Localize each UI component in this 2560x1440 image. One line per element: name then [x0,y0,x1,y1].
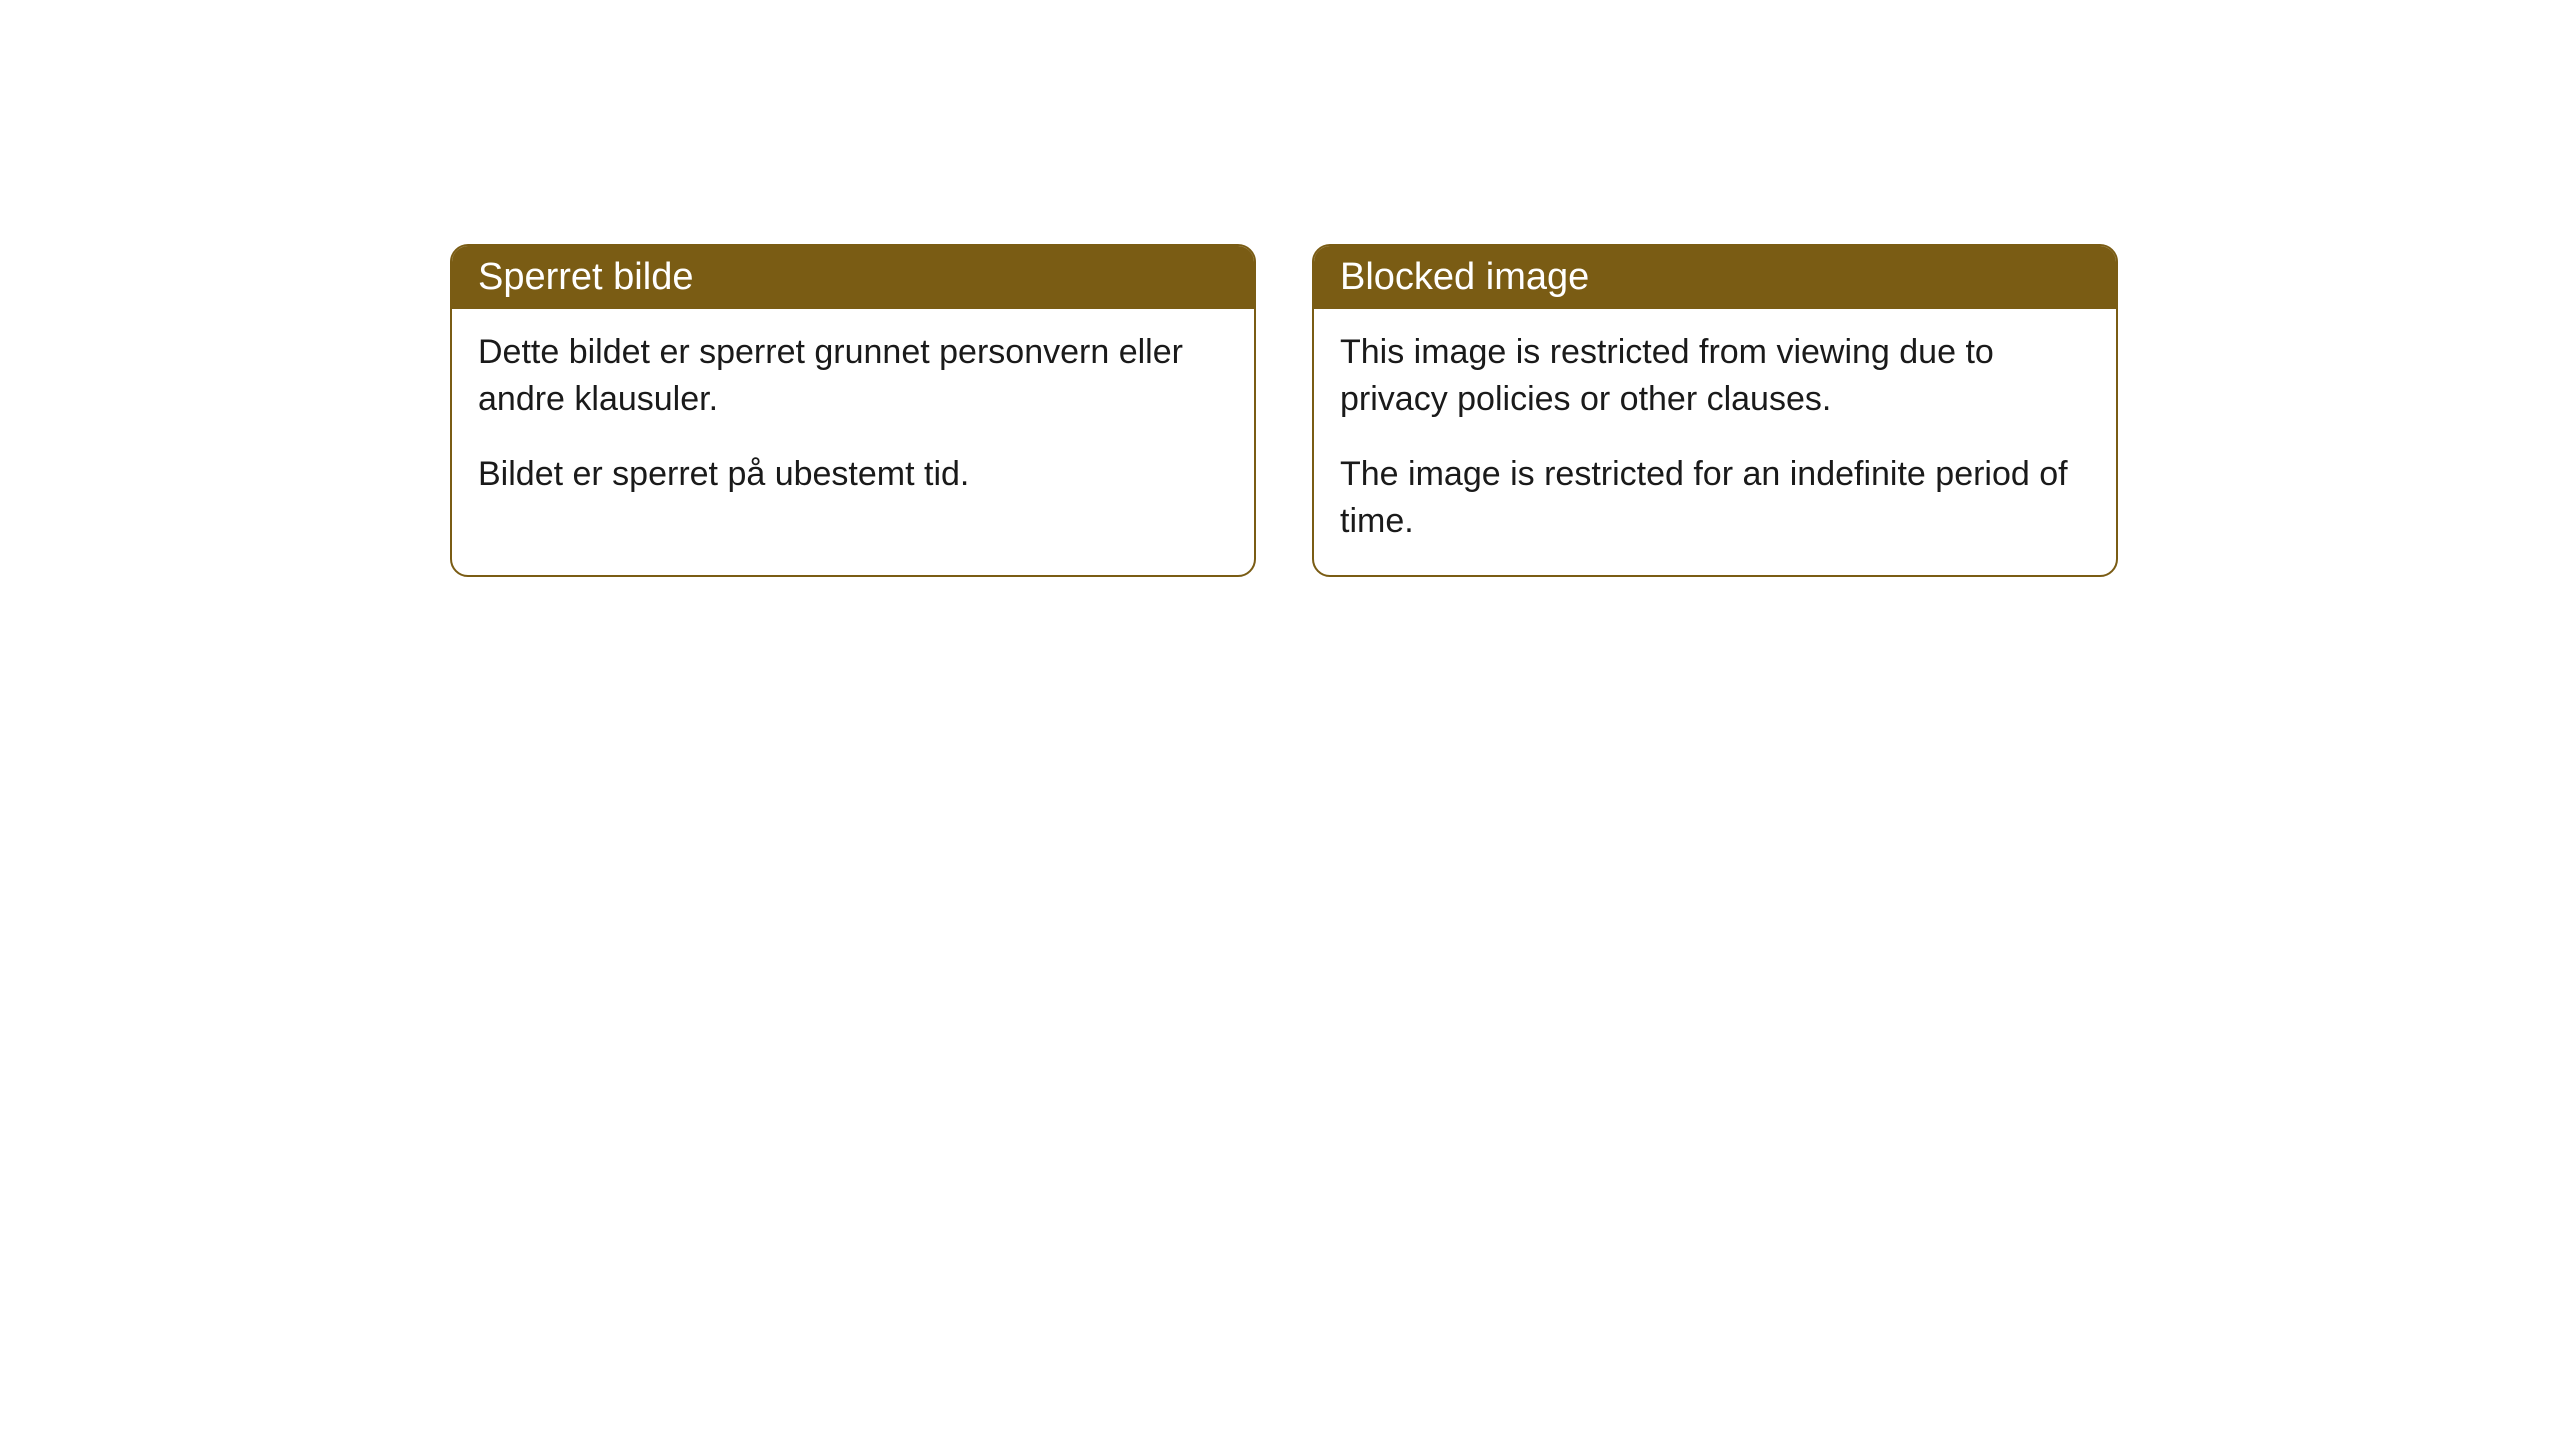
blocked-image-notices: Sperret bilde Dette bildet er sperret gr… [450,244,2118,577]
card-title-english: Blocked image [1314,246,2116,309]
card-body-norwegian: Dette bildet er sperret grunnet personve… [452,309,1254,528]
card-paragraph: The image is restricted for an indefinit… [1340,451,2090,545]
card-body-english: This image is restricted from viewing du… [1314,309,2116,575]
blocked-image-card-english: Blocked image This image is restricted f… [1312,244,2118,577]
card-paragraph: Bildet er sperret på ubestemt tid. [478,451,1228,498]
card-paragraph: This image is restricted from viewing du… [1340,329,2090,423]
card-title-norwegian: Sperret bilde [452,246,1254,309]
card-paragraph: Dette bildet er sperret grunnet personve… [478,329,1228,423]
blocked-image-card-norwegian: Sperret bilde Dette bildet er sperret gr… [450,244,1256,577]
